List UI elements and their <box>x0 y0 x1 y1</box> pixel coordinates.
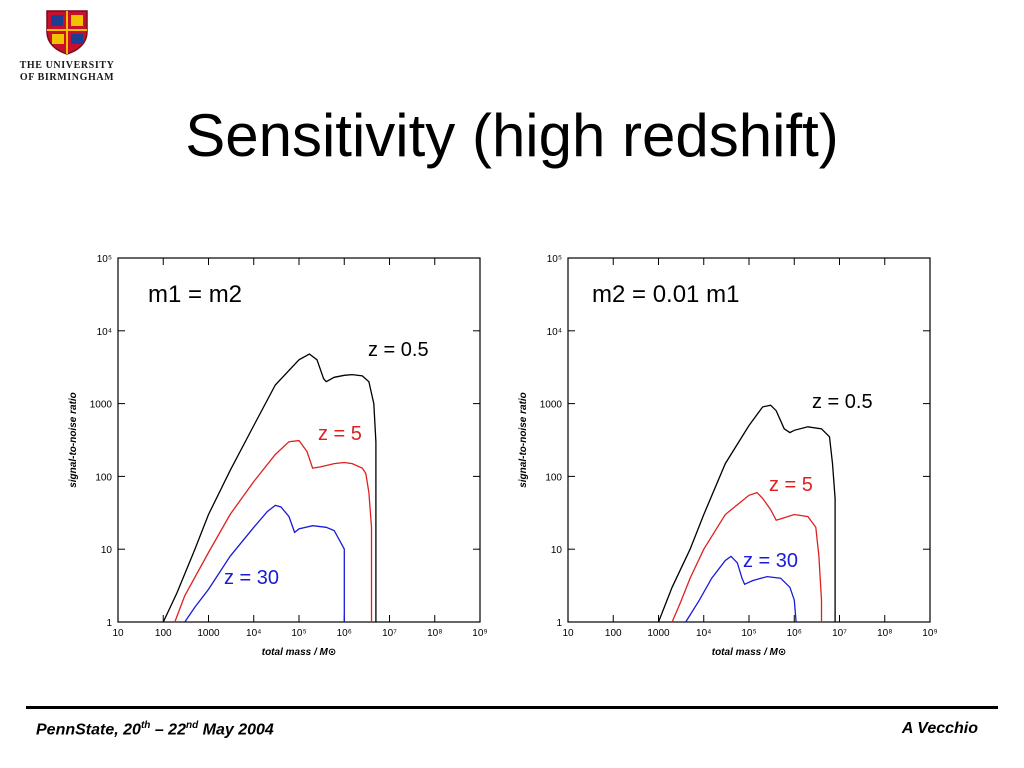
footer-sup-2: nd <box>185 720 199 731</box>
y-tick-label: 10⁵ <box>547 254 562 265</box>
x-tick-label: 10⁹ <box>922 628 937 639</box>
x-tick-label: 10⁷ <box>382 628 397 639</box>
university-logo: THE UNIVERSITY OF BIRMINGHAM <box>12 8 122 84</box>
chart-equal-mass: 10 100 1000 10⁴ 10⁵ 10⁶ 10⁷ 10⁸ 10⁹ 1 10 100 1000 10⁴… <box>60 240 500 665</box>
y-tick-label: 1000 <box>90 400 113 411</box>
y-tick-label: 100 <box>545 472 562 483</box>
y-tick-label: 1 <box>556 618 562 629</box>
series-label-2: z = 30 <box>743 550 798 572</box>
series-line-2 <box>184 504 345 623</box>
x-tick-label: 1000 <box>197 628 220 639</box>
x-tick-label: 10 <box>112 628 124 639</box>
series-label-1: z = 5 <box>769 474 813 496</box>
x-tick-label: 1000 <box>647 628 670 639</box>
x-tick-label: 10⁴ <box>246 628 261 639</box>
series-line-0 <box>657 404 836 623</box>
slide-title: Sensitivity (high redshift) <box>185 102 839 169</box>
y-axis-label: signal-to-noise ratio <box>518 392 529 488</box>
series-label-0: z = 0.5 <box>368 339 429 361</box>
y-tick-label: 10 <box>101 545 113 556</box>
y-axis-label: signal-to-noise ratio <box>68 392 79 488</box>
x-tick-label: 10⁶ <box>337 628 352 639</box>
x-axis-label: total mass / M⊙ <box>712 647 787 658</box>
x-tick-label: 10⁹ <box>472 628 487 639</box>
x-axis-label: total mass / M⊙ <box>262 647 337 658</box>
footer-sup-1: th <box>140 720 151 731</box>
series-label-0: z = 0.5 <box>812 391 873 413</box>
footer-event: PennState, 20th – 22nd May 2004 <box>36 720 274 739</box>
footer-author: A Vecchio <box>901 720 978 737</box>
x-tick-label: 10⁷ <box>832 628 847 639</box>
x-tick-label: 100 <box>605 628 622 639</box>
series-line-1 <box>174 439 373 623</box>
x-tick-label: 10⁵ <box>291 628 306 639</box>
panel-label: m2 = 0.01 m1 <box>592 281 739 308</box>
chart-svg: 10 100 1000 10⁴ 10⁵ 10⁶ 10⁷ 10⁸ 10⁹110100100010⁴… <box>518 254 938 658</box>
chart-svg: 10 100 1000 10⁴ 10⁵ 10⁶ 10⁷ 10⁸ 10⁹110100100010⁴… <box>68 254 488 658</box>
x-tick-label: 10⁴ <box>696 628 711 639</box>
x-tick-label: 10⁸ <box>427 628 442 639</box>
y-tick-label: 10⁴ <box>97 327 112 338</box>
footer-event-suffix: May 2004 <box>198 721 274 739</box>
crest-icon <box>46 10 88 55</box>
panel-label: m1 = m2 <box>148 281 242 308</box>
footer-divider <box>26 706 998 709</box>
series-label-1: z = 5 <box>318 423 362 445</box>
x-tick-label: 100 <box>155 628 172 639</box>
series-line-2 <box>685 555 797 623</box>
footer-event-middle: – 22 <box>150 721 186 739</box>
chart-unequal-mass: 10 100 1000 10⁴ 10⁵ 10⁶ 10⁷ 10⁸ 10⁹ 1 10 100 1000 10⁴… <box>510 240 950 665</box>
y-tick-label: 1000 <box>540 400 563 411</box>
university-name-line2: OF BIRMINGHAM <box>19 72 115 83</box>
y-tick-label: 10⁵ <box>97 254 112 265</box>
footer-event-prefix: PennState, 20 <box>36 721 141 739</box>
x-tick-label: 10⁸ <box>877 628 892 639</box>
x-tick-label: 10 <box>562 628 574 639</box>
series-line-0 <box>162 353 377 623</box>
y-tick-label: 10⁴ <box>547 327 562 338</box>
x-tick-label: 10⁶ <box>787 628 802 639</box>
series-label-2: z = 30 <box>224 567 279 589</box>
y-tick-label: 10 <box>551 545 563 556</box>
y-tick-label: 1 <box>106 618 112 629</box>
university-name-line1: THE UNIVERSITY <box>19 60 115 71</box>
series-line-1 <box>671 491 823 623</box>
y-tick-label: 100 <box>95 472 112 483</box>
x-tick-label: 10⁵ <box>741 628 756 639</box>
